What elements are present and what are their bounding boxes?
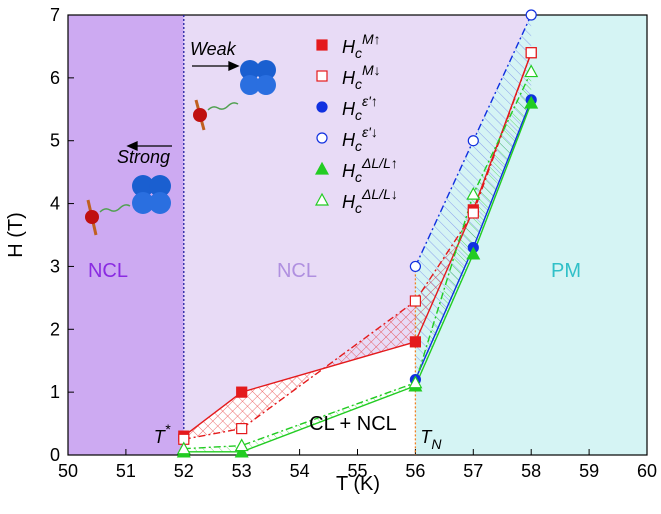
marker [525, 9, 537, 21]
x-tick-label: 50 [58, 461, 78, 481]
x-tick-label: 51 [116, 461, 136, 481]
x-tick-label: 60 [637, 461, 657, 481]
marker [236, 386, 248, 398]
marker [234, 444, 249, 458]
y-tick-label: 5 [50, 131, 60, 151]
y-tick-label: 0 [50, 445, 60, 465]
legend-label: HcM↑ [342, 31, 381, 61]
x-tick-label: 55 [347, 461, 367, 481]
marker [466, 246, 481, 260]
legend-marker [316, 70, 328, 82]
marker [467, 207, 479, 219]
x-axis-label: T (K) [336, 473, 380, 495]
marker [466, 186, 481, 200]
x-tick-label: 59 [579, 461, 599, 481]
marker [524, 64, 539, 78]
y-tick-label: 3 [50, 256, 60, 276]
marker [408, 375, 423, 389]
x-tick-label: 54 [290, 461, 310, 481]
legend-label: HcΔL/L↓ [342, 186, 398, 216]
x-tick-label: 52 [174, 461, 194, 481]
marker [409, 336, 421, 348]
y-tick-label: 2 [50, 319, 60, 339]
marker [467, 135, 479, 147]
x-tick-label: 57 [463, 461, 483, 481]
y-tick-label: 7 [50, 5, 60, 25]
region [68, 15, 184, 455]
marker [409, 295, 421, 307]
transition-label: TN [420, 427, 442, 452]
y-tick-label: 4 [50, 194, 60, 214]
region-label: CL + NCL [309, 413, 397, 435]
x-tick-label: 53 [232, 461, 252, 481]
marker [176, 441, 191, 455]
y-tick-label: 1 [50, 382, 60, 402]
x-tick-label: 58 [521, 461, 541, 481]
legend-label: HcΔL/L↑ [342, 155, 398, 185]
marker [234, 438, 249, 452]
annotation: Weak [190, 39, 237, 59]
region-label: PM [551, 260, 581, 282]
legend-label: HcM↓ [342, 62, 381, 92]
region-label: NCL [277, 260, 317, 282]
y-axis-label: H (T) [5, 212, 27, 258]
legend-marker [314, 161, 330, 175]
x-tick-label: 56 [405, 461, 425, 481]
marker [409, 260, 421, 273]
legend-marker [314, 192, 330, 206]
arrows [126, 60, 240, 152]
legend-marker [316, 132, 328, 144]
legend-label: Hcε'↑ [342, 93, 378, 123]
hatch [183, 71, 532, 452]
legend-marker [316, 101, 328, 113]
legend-label: Hcε'↓ [342, 124, 378, 154]
transition-label: T* [154, 421, 171, 447]
spin-icon [85, 60, 276, 236]
marker [236, 423, 248, 435]
marker [524, 95, 539, 109]
y-tick-label: 6 [50, 68, 60, 88]
marker [525, 47, 537, 59]
annotation: Strong [117, 147, 170, 167]
region [183, 15, 532, 455]
region-label: NCL [88, 260, 128, 282]
legend-marker [316, 39, 328, 51]
